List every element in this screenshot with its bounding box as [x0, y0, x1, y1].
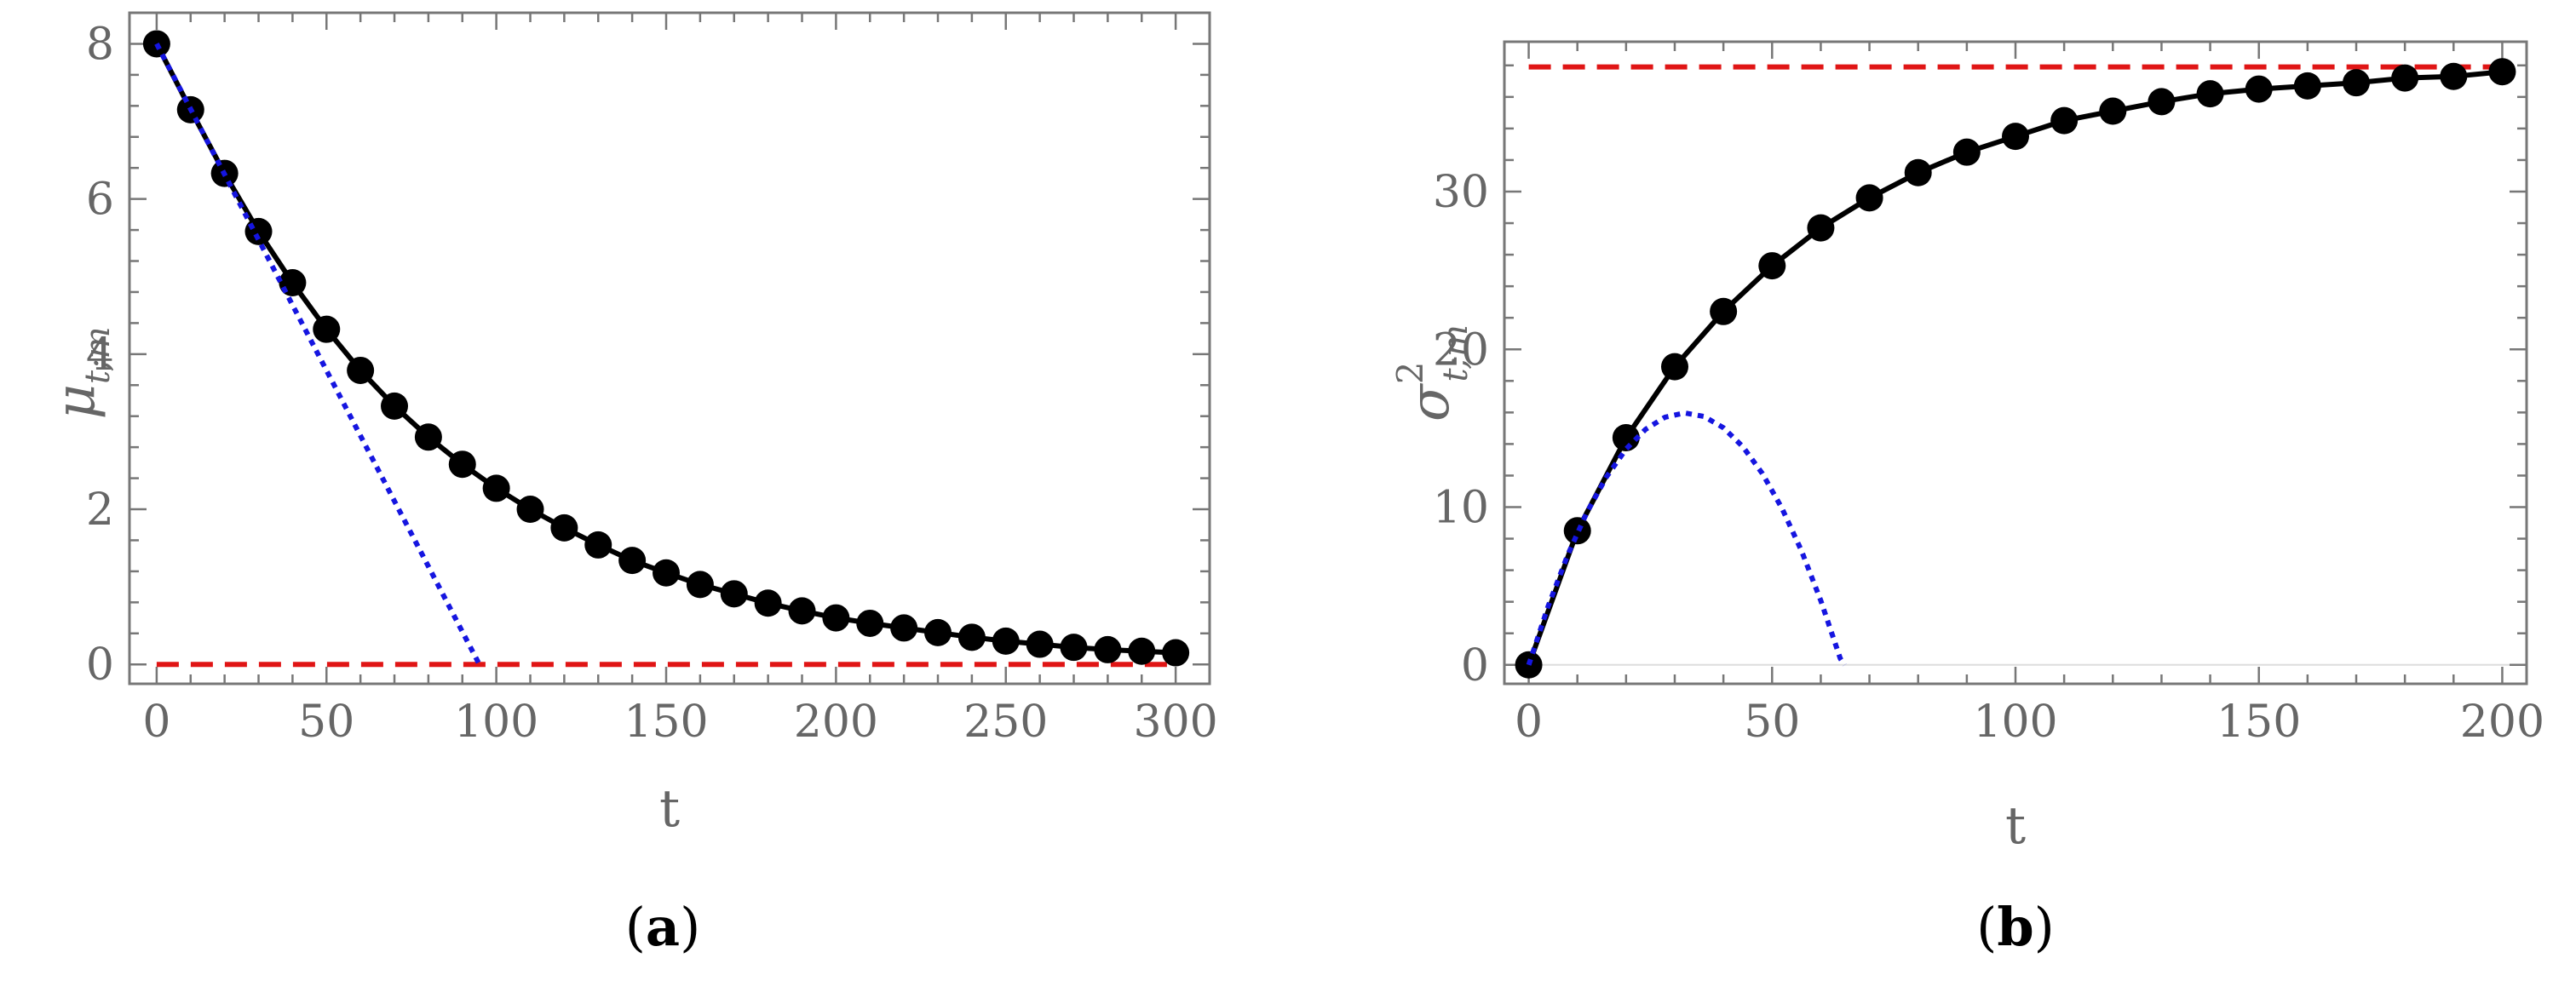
data-point: [653, 559, 681, 587]
data-point: [313, 315, 341, 343]
series-line-approximation: [1526, 410, 1847, 667]
data-point: [2148, 88, 2176, 116]
data-point: [2293, 72, 2321, 100]
x-tick-label: 0: [1515, 697, 1543, 748]
data-point: [1807, 214, 1835, 242]
data-point: [957, 623, 986, 651]
data-point: [856, 609, 884, 637]
panel-label: (b): [1976, 896, 2055, 958]
x-tick-label: 300: [1133, 697, 1217, 748]
data-point: [2050, 106, 2079, 135]
y-tick-label: 6: [86, 175, 114, 226]
data-point: [414, 423, 442, 451]
x-tick-label: 100: [1973, 697, 2057, 748]
chart-panel-a: 0 50 100 150 200 250 300 0 2 4 6 8 t μt;m (a): [44, 11, 1218, 958]
y-axis-subscript: t;m: [1436, 324, 1475, 382]
y-tick-label: 20: [1433, 324, 1489, 376]
data-point: [1710, 297, 1738, 325]
data-point: [992, 627, 1020, 655]
x-tick-label: 250: [963, 697, 1048, 748]
data-point: [2002, 123, 2029, 151]
x-tick-label: 150: [2217, 697, 2301, 748]
data-point: [1758, 252, 1786, 280]
y-axis-subscript: t;m: [78, 326, 118, 383]
y-tick-label: 4: [86, 330, 114, 381]
data-point: [1855, 184, 1883, 212]
data-point: [244, 217, 273, 245]
y-axis-symbol: μ: [44, 384, 107, 420]
data-point: [448, 450, 476, 479]
data-point: [1952, 138, 1981, 166]
plot-frame: [128, 11, 1211, 686]
y-axis-superscript: 2: [1389, 362, 1431, 385]
data-point: [2196, 80, 2224, 108]
data-point: [1904, 158, 1932, 186]
y-tick-label: 30: [1433, 167, 1489, 218]
y-axis-symbol: σ: [1399, 382, 1462, 422]
series-line-approximation: [154, 43, 482, 666]
y-tick-label: 10: [1433, 483, 1489, 534]
data-point: [686, 571, 714, 599]
data-point: [754, 589, 782, 617]
y-tick-label: 0: [1461, 640, 1489, 691]
x-tick-label: 50: [298, 697, 354, 748]
data-point: [720, 580, 748, 608]
panel-label: (a): [625, 896, 701, 958]
chart-panel-b: 0 50 100 150 200 0 10 20 30 t σ2 t;m (b): [1389, 40, 2544, 958]
x-axis-label: t: [2005, 796, 2026, 856]
data-point: [2245, 75, 2273, 103]
data-point: [1563, 517, 1591, 545]
data-point: [482, 474, 510, 502]
data-point: [1162, 639, 1190, 667]
data-point: [1060, 634, 1088, 662]
data-point: [550, 513, 578, 542]
data-point: [1612, 423, 1640, 451]
x-axis-label: t: [659, 779, 680, 839]
data-point: [1026, 630, 1054, 658]
y-axis-label: μt;m: [44, 326, 118, 419]
y-tick-label: 0: [86, 640, 114, 691]
data-point: [1094, 635, 1122, 663]
x-tick-label: 50: [1744, 697, 1800, 748]
data-point: [2391, 64, 2419, 92]
data-point: [381, 392, 409, 420]
data-point: [1128, 637, 1156, 665]
x-tick-label: 0: [142, 697, 170, 748]
data-point: [822, 604, 850, 632]
y-tick-label: 2: [86, 485, 114, 536]
data-point: [924, 618, 952, 646]
data-point: [2099, 97, 2127, 125]
data-point: [618, 547, 647, 575]
data-point: [1661, 353, 1688, 381]
data-point: [890, 614, 918, 642]
data-point: [584, 531, 612, 559]
data-point: [516, 496, 544, 524]
data-point: [2440, 62, 2468, 90]
data-point: [2488, 58, 2516, 86]
data-point: [788, 597, 816, 625]
x-tick-label: 150: [624, 697, 708, 748]
x-tick-label: 100: [454, 697, 538, 748]
y-tick-label: 8: [86, 19, 114, 70]
x-tick-label: 200: [2460, 697, 2544, 748]
y-axis-label: σ2 t;m: [1389, 324, 1475, 422]
data-point: [2343, 69, 2370, 97]
data-point: [347, 356, 375, 384]
x-tick-label: 200: [794, 697, 878, 748]
